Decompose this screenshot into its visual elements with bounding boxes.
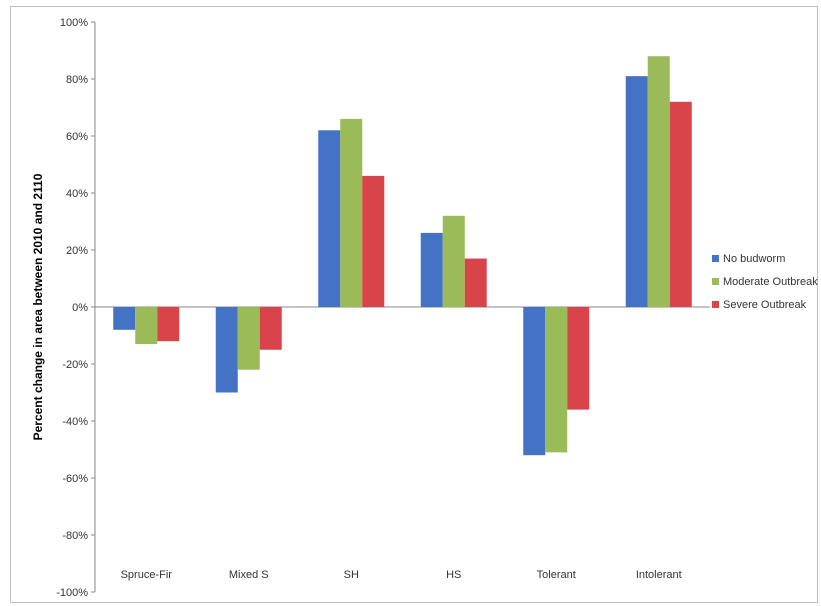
- bar-moderate-outbreak: [647, 56, 670, 308]
- bar-no-budworm: [523, 307, 546, 456]
- x-category-label: SH: [344, 569, 359, 581]
- legend-label: Severe Outbreak: [723, 299, 807, 311]
- bar-moderate-outbreak: [340, 118, 363, 308]
- labels: 100% 80% 60% 40% 20% 0% -20% -40% -60% -80% -100% S…: [31, 17, 682, 599]
- x-category-label: HS: [446, 569, 461, 581]
- y-tick-label: 20%: [66, 245, 88, 257]
- y-tick-label: 80%: [66, 74, 88, 86]
- bar-severe-outbreak: [259, 307, 282, 350]
- x-category-label: Tolerant: [537, 569, 576, 581]
- bar-moderate-outbreak: [237, 307, 260, 370]
- y-tick-label: -100%: [56, 587, 88, 599]
- x-category-label: Mixed S: [229, 569, 269, 581]
- legend: No budworm Moderate Outbreak Severe Outbre…: [712, 253, 818, 311]
- bar-no-budworm: [420, 232, 443, 307]
- y-tick-label: 40%: [66, 188, 88, 200]
- legend-swatch: [712, 255, 719, 262]
- legend-label: Moderate Outbreak: [723, 276, 818, 288]
- legend-swatch: [712, 301, 719, 308]
- y-tick-label: -60%: [62, 473, 88, 485]
- bar-moderate-outbreak: [545, 307, 568, 453]
- bar-severe-outbreak: [157, 307, 180, 342]
- y-tick-label: -40%: [62, 416, 88, 428]
- bar-severe-outbreak: [567, 307, 590, 410]
- y-tick-label: 0%: [72, 302, 88, 314]
- axes: [91, 21, 710, 593]
- bar-no-budworm: [215, 307, 238, 393]
- bar-no-budworm: [625, 76, 648, 308]
- bar-no-budworm: [318, 130, 341, 307]
- y-tick-label: -80%: [62, 530, 88, 542]
- x-category-label: Intolerant: [636, 569, 682, 581]
- y-tick-label: -20%: [62, 359, 88, 371]
- bar-moderate-outbreak: [135, 307, 158, 345]
- legend-label: No budworm: [723, 253, 785, 265]
- bar-severe-outbreak: [362, 175, 385, 307]
- legend-swatch: [712, 278, 719, 285]
- x-category-label: Spruce-Fir: [121, 569, 173, 581]
- bar-no-budworm: [113, 307, 136, 330]
- bar-severe-outbreak: [669, 101, 692, 307]
- bar-severe-outbreak: [464, 258, 487, 307]
- y-axis-title: Percent change in area between 2010 and …: [31, 173, 45, 440]
- bar-moderate-outbreak: [442, 215, 465, 307]
- y-tick-label: 60%: [66, 131, 88, 143]
- bars: [113, 56, 692, 456]
- y-tick-label: 100%: [60, 17, 88, 29]
